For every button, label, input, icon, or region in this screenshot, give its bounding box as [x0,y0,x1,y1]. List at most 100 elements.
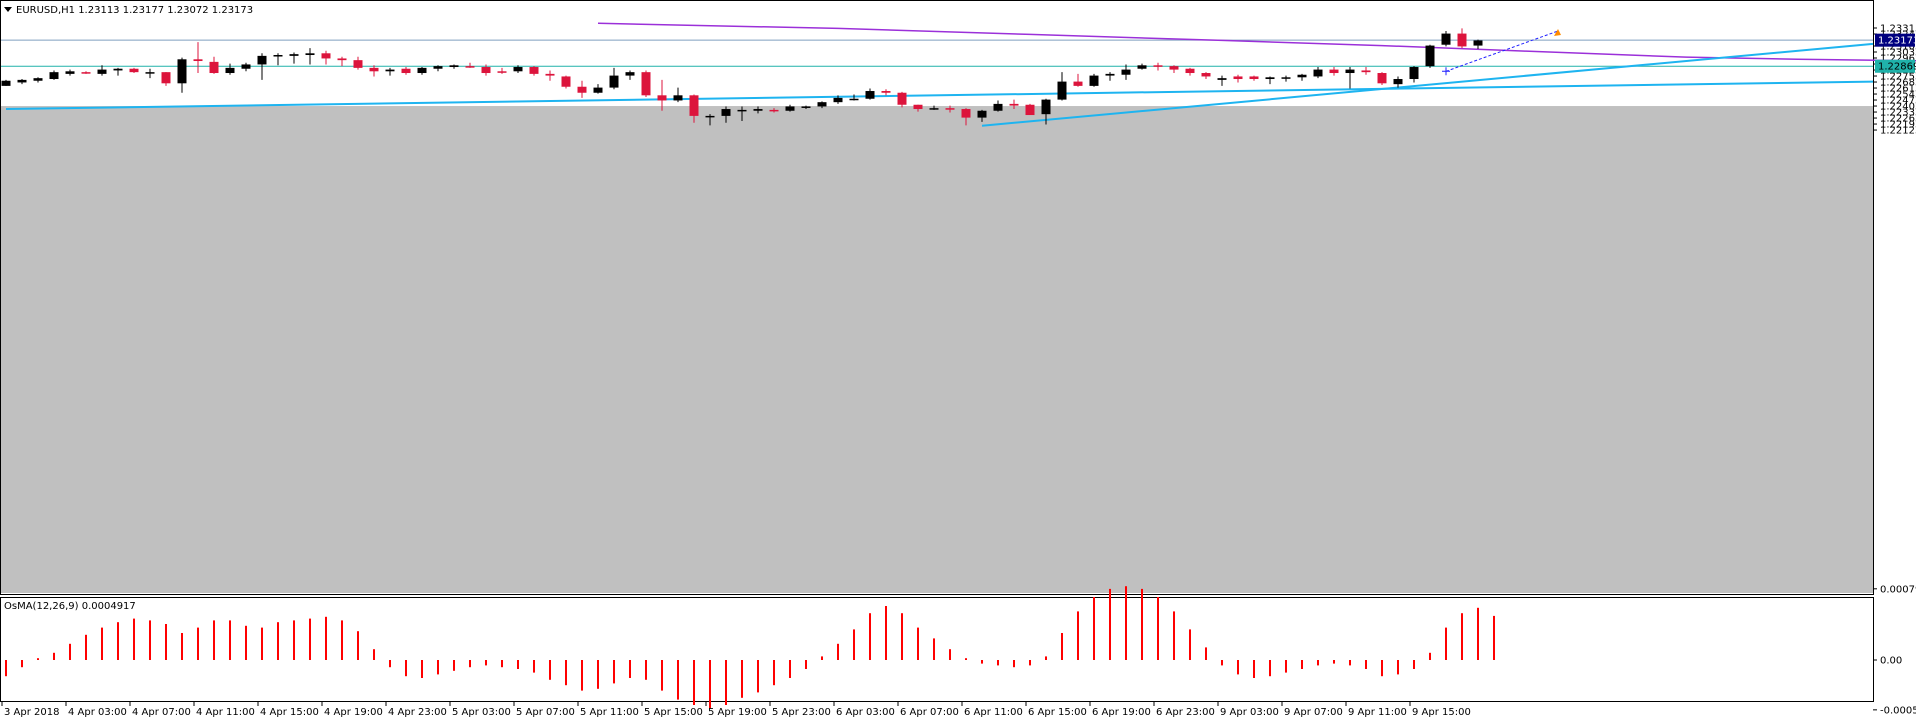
osma-bar [1413,660,1415,669]
candle [929,105,939,110]
osma-histogram [5,586,1495,709]
osma-bar [53,652,55,660]
candle-body [993,103,1003,111]
osma-bar [485,660,487,666]
time-tick-label: 4 Apr 23:00 [388,707,447,718]
time-tick-label: 4 Apr 11:00 [196,707,255,718]
osma-bar [517,660,519,669]
candle [785,104,795,112]
candle-body [737,109,747,112]
candle [1313,67,1323,79]
candle-body [225,67,235,74]
candle-body [1281,77,1291,79]
candle [689,94,699,123]
candle [1409,66,1419,83]
time-tick-label: 5 Apr 03:00 [452,707,511,718]
candle-body [161,72,171,84]
candle-body [1425,45,1435,67]
candle-body [1345,69,1355,74]
candle-body [1265,77,1275,80]
time-tick-label: 9 Apr 03:00 [1220,707,1279,718]
time-tick-label: 6 Apr 19:00 [1092,707,1151,718]
trendline-1[interactable] [5,80,1874,111]
osma-bar [757,660,759,693]
osma-title: OsMA(12,26,9) 0.0004917 [4,601,136,612]
time-tick-label: 6 Apr 07:00 [900,707,959,718]
osma-bar [1301,660,1303,669]
candle [913,104,923,112]
candle-body [1089,75,1099,86]
candle [865,88,875,100]
osma-bar [1493,615,1495,660]
candle-body [177,59,187,84]
candle-body [97,69,107,74]
candle [257,53,267,80]
candle [545,70,555,81]
osma-bar [1253,660,1255,678]
candle [753,106,763,114]
osma-bar [1013,660,1015,668]
candle [833,95,843,104]
price-tick-label: 1.22755 [1880,72,1916,83]
candle-body [625,72,635,76]
candle [609,67,619,90]
osma-bar [453,660,455,671]
candle [1233,74,1243,83]
candle-body [49,72,59,80]
osma-bar [1189,629,1191,660]
osma-tick-label: 0.000791 [1880,584,1916,595]
osma-bar [1173,611,1175,660]
candle [1,79,11,86]
osma-bar [389,660,391,668]
candle [145,68,155,79]
current-price-tag-bg [1875,33,1915,47]
trendline-2[interactable] [981,42,1874,127]
osma-bar [853,629,855,660]
candle [1441,31,1451,47]
candle [1137,63,1147,70]
candle-body [1217,78,1227,80]
time-tick-label: 6 Apr 11:00 [964,707,1023,718]
candle-body [449,65,459,68]
osma-bar [933,638,935,660]
candle-body [721,109,731,116]
time-tick-label: 4 Apr 03:00 [68,707,127,718]
candle [1329,67,1339,76]
osma-bar [117,622,119,660]
candle-body [945,108,955,110]
candle-body [145,72,155,74]
candle [881,89,891,96]
candle-body [257,55,267,65]
candle [241,62,251,72]
osma-bar [213,620,215,660]
candle [1281,75,1291,82]
menu-triangle-icon[interactable] [4,7,12,12]
candle-body [17,79,27,83]
time-tick-label: 5 Apr 19:00 [708,707,767,718]
candle-body [209,61,219,74]
candle-body [961,109,971,118]
candle-body [1137,65,1147,69]
price-tick-label: 1.22475 [1880,96,1916,107]
candle-body [1201,73,1211,77]
osma-bar [1157,597,1159,660]
candle [657,79,667,111]
arrow-head [1554,29,1561,37]
candle [577,80,587,98]
arrow-annotation [1442,29,1561,76]
candle-body [593,87,603,93]
osma-bar [1061,633,1063,660]
osma-bar [181,633,183,660]
candle [1089,73,1099,87]
candle [1121,64,1131,80]
arrow-start-marker [1442,67,1450,76]
candle-body [753,109,763,111]
candle [993,100,1003,112]
candle-body [369,67,379,72]
candle-body [1185,68,1195,74]
osma-bar [613,660,615,684]
osma-bar [309,618,311,660]
candle [945,105,955,113]
candle [65,69,75,76]
candle [1361,67,1371,75]
